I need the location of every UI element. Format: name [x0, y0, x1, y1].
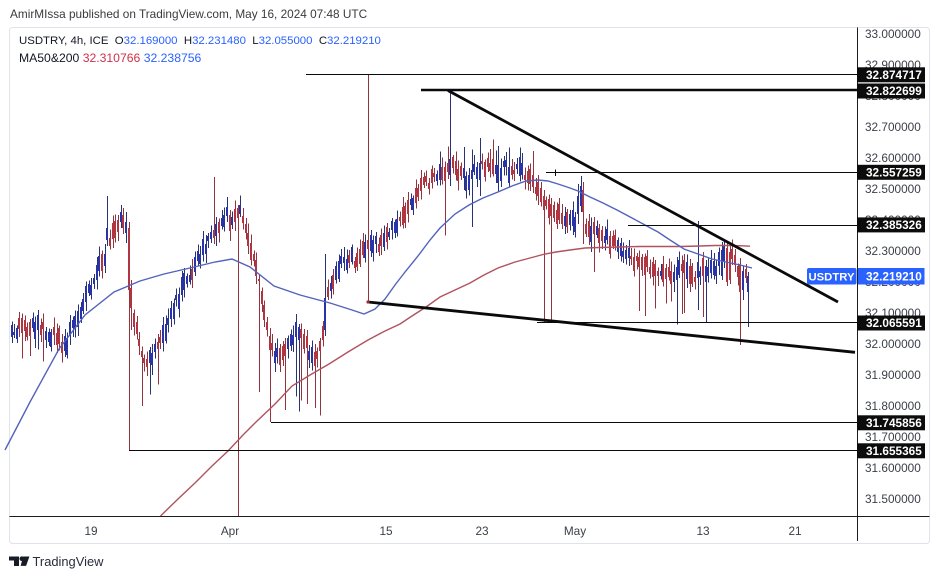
svg-text:32.385326: 32.385326 — [866, 218, 922, 232]
svg-text:32.065591: 32.065591 — [866, 316, 922, 330]
svg-text:31.900000: 31.900000 — [865, 368, 921, 382]
svg-text:TradingView: TradingView — [33, 554, 105, 569]
svg-text:31.655365: 31.655365 — [866, 444, 922, 458]
svg-text:33.000000: 33.000000 — [865, 27, 921, 41]
svg-text:32.557259: 32.557259 — [866, 165, 922, 179]
svg-text:21: 21 — [788, 524, 801, 538]
svg-text:31.600000: 31.600000 — [865, 461, 921, 475]
svg-text:19: 19 — [84, 524, 97, 538]
svg-text:31.500000: 31.500000 — [865, 492, 921, 506]
svg-text:31.745856: 31.745856 — [866, 416, 922, 430]
svg-text:31.800000: 31.800000 — [865, 399, 921, 413]
svg-text:32.500000: 32.500000 — [865, 182, 921, 196]
svg-text:32.874717: 32.874717 — [866, 68, 922, 82]
svg-text:31.700000: 31.700000 — [865, 430, 921, 444]
svg-text:15: 15 — [379, 524, 393, 538]
svg-text:32.300000: 32.300000 — [865, 244, 921, 258]
svg-text:Apr: Apr — [221, 524, 239, 538]
svg-text:32.822699: 32.822699 — [866, 84, 922, 98]
svg-text:32.219210: 32.219210 — [866, 270, 922, 284]
svg-text:May: May — [564, 524, 586, 538]
svg-text:13: 13 — [696, 524, 710, 538]
svg-text:32.700000: 32.700000 — [865, 120, 921, 134]
svg-text:USDTRY: USDTRY — [808, 272, 854, 284]
svg-text:23: 23 — [475, 524, 489, 538]
svg-text:32.600000: 32.600000 — [865, 151, 921, 165]
svg-text:32.000000: 32.000000 — [865, 337, 921, 351]
